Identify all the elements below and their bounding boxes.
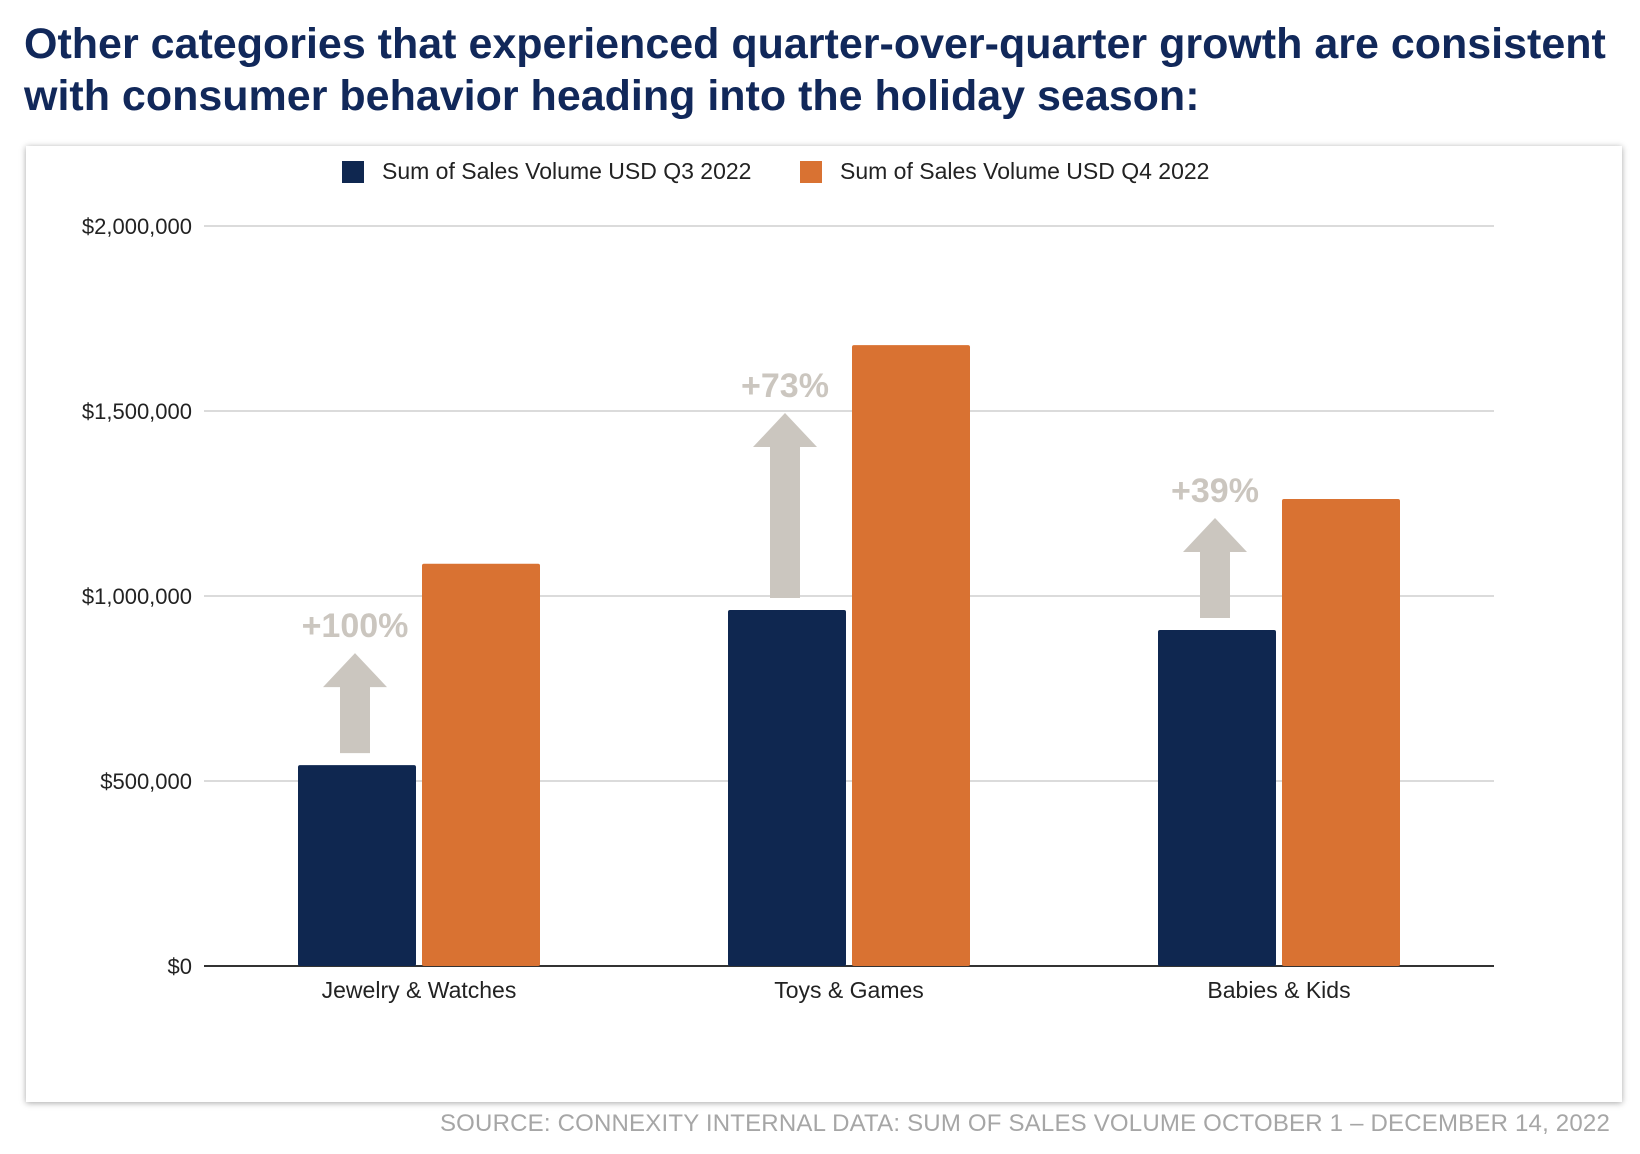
legend-label: Sum of Sales Volume USD Q4 2022 (840, 158, 1209, 184)
legend-swatch (800, 161, 822, 183)
growth-arrow-icon (753, 413, 817, 599)
growth-arrow-icon (323, 653, 387, 754)
x-tick-label: Jewelry & Watches (322, 977, 517, 1003)
y-tick-label: $0 (168, 954, 192, 979)
growth-label: +73% (741, 367, 829, 405)
x-tick-label: Toys & Games (774, 977, 924, 1003)
growth-annotations: +100% +73% +39% (302, 367, 1259, 754)
bar-q3-1 (728, 610, 846, 966)
bars (298, 345, 1400, 966)
growth-label: +100% (302, 607, 409, 645)
source-note: SOURCE: CONNEXITY INTERNAL DATA: SUM OF … (439, 1110, 1610, 1137)
y-tick-label: $500,000 (100, 769, 192, 794)
growth-label: +39% (1171, 472, 1259, 510)
bar-q3-0 (298, 765, 416, 966)
y-tick-label: $2,000,000 (82, 214, 192, 239)
growth-arrow-icon (1183, 518, 1247, 619)
bar-chart: Sum of Sales Volume USD Q3 2022 Sum of Sa… (82, 158, 1494, 1003)
gridlines (204, 225, 1494, 967)
legend-swatch (342, 161, 364, 183)
legend: Sum of Sales Volume USD Q3 2022 Sum of Sa… (342, 158, 1209, 184)
y-tick-label: $1,500,000 (82, 399, 192, 424)
x-axis: Jewelry & Watches Toys & Games Babies & Ki… (322, 977, 1351, 1003)
headline: Other categories that experienced quarte… (24, 20, 1606, 120)
x-tick-label: Babies & Kids (1207, 977, 1350, 1003)
bar-q4-2 (1282, 499, 1400, 966)
chart-card: Sum of Sales Volume USD Q3 2022 Sum of Sa… (26, 146, 1622, 1102)
legend-label: Sum of Sales Volume USD Q3 2022 (382, 158, 751, 184)
y-axis: $0 $500,000 $1,000,000 $1,500,000 $2,000,000 (82, 214, 192, 979)
bar-q4-0 (422, 563, 540, 966)
bar-q3-2 (1158, 630, 1276, 966)
y-tick-label: $1,000,000 (82, 584, 192, 609)
bar-q4-1 (852, 345, 970, 966)
